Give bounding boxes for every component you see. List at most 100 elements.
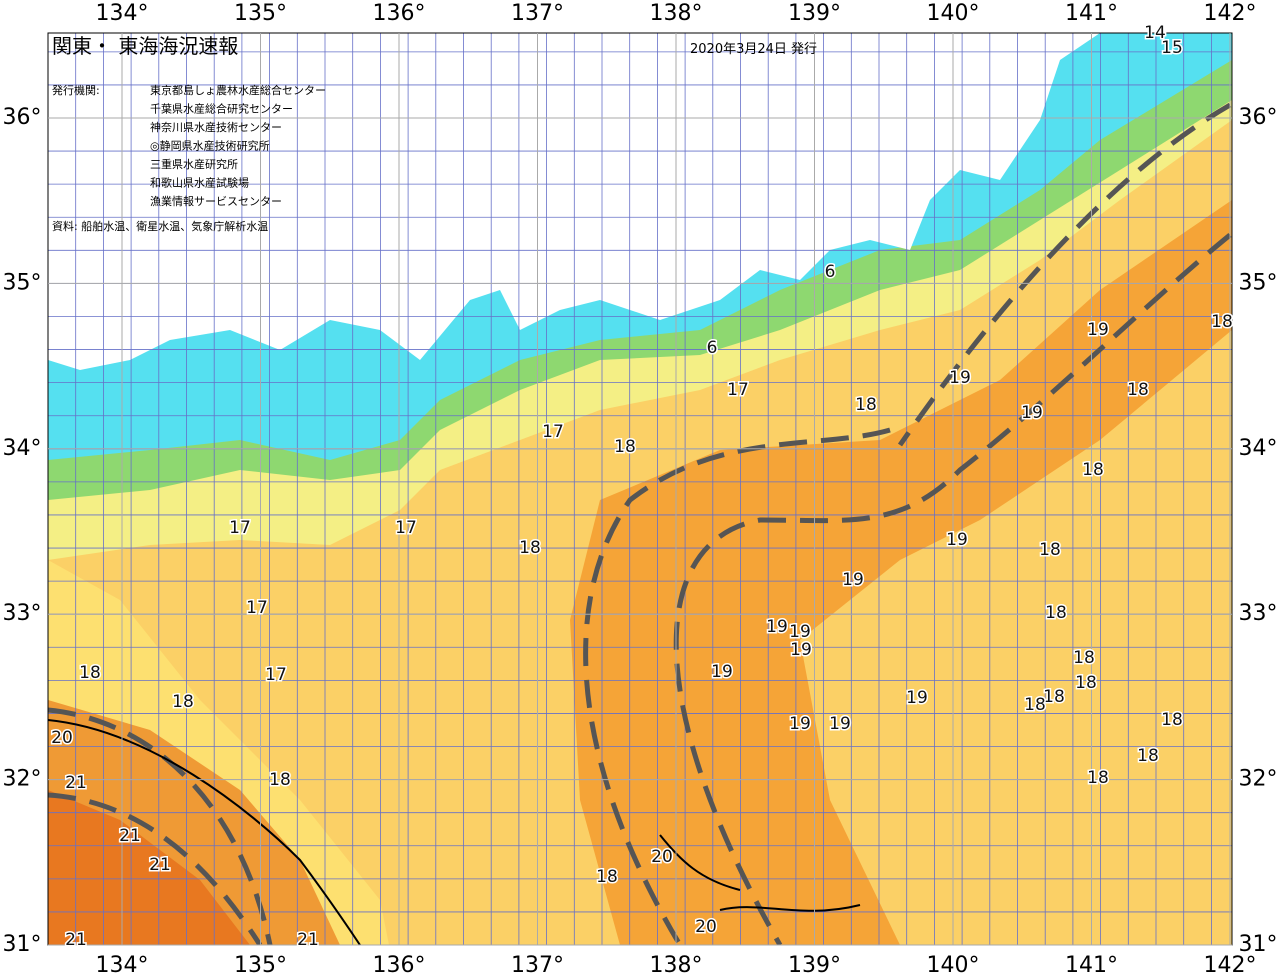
lat-tick-label: 33° <box>1239 601 1278 626</box>
lon-tick-label: 142° <box>1204 1 1257 26</box>
title: 関東・ 東海海況速報 <box>52 34 238 58</box>
contour-label: 18 <box>1161 710 1183 730</box>
contour-label: 15 <box>1161 38 1183 58</box>
lon-tick-label: 141° <box>1065 1 1118 26</box>
lon-tick-label: 135° <box>234 953 287 978</box>
contour-label: 18 <box>1211 312 1233 332</box>
contour-label: 18 <box>596 867 618 887</box>
isotherm-20 <box>48 719 361 945</box>
agency: 漁業情報サービスセンター <box>150 194 282 208</box>
agency: 三重県水産研究所 <box>150 157 238 171</box>
contour-label: 18 <box>1024 695 1046 715</box>
contour-label: 18 <box>855 395 877 415</box>
lon-tick-label: 138° <box>650 1 703 26</box>
contour-label: 19 <box>711 662 733 682</box>
contour-label: 18 <box>1082 460 1104 480</box>
contour-label: 18 <box>1043 687 1065 707</box>
contour-label: 21 <box>65 773 87 793</box>
contour-label: 18 <box>614 437 636 457</box>
lon-tick-label: 136° <box>373 1 426 26</box>
contour-label: 17 <box>542 422 564 442</box>
lon-tick-label: 138° <box>650 953 703 978</box>
agency: 神奈川県水産技術センター <box>150 120 282 134</box>
agencies: 東京都島しょ農林水産総合センター千葉県水産総合研究センター神奈川県水産技術センタ… <box>150 83 326 208</box>
contour-label: 21 <box>65 930 87 950</box>
contour-label: 19 <box>789 714 811 734</box>
agencies-label: 発行機関: <box>52 83 100 97</box>
contour-label: 6 <box>707 338 718 358</box>
lon-tick-label: 134° <box>96 1 149 26</box>
lon-tick-label: 137° <box>511 1 564 26</box>
map-area <box>48 33 1232 945</box>
lon-tick-label: 139° <box>788 1 841 26</box>
contour-label: 20 <box>51 728 73 748</box>
contour-label: 19 <box>829 714 851 734</box>
contour-label: 18 <box>1127 380 1149 400</box>
contour-label: 18 <box>172 692 194 712</box>
isotherm-20 <box>659 834 861 912</box>
contour-label: 18 <box>1087 768 1109 788</box>
lon-tick-label: 140° <box>927 1 980 26</box>
issue-date: 2020年3月24日 発行 <box>690 42 817 57</box>
lon-tick-label: 135° <box>234 1 287 26</box>
lat-tick-label: 36° <box>3 105 42 130</box>
lon-tick-label: 137° <box>511 953 564 978</box>
contour-label: 19 <box>1021 403 1043 423</box>
contour-label: 17 <box>265 665 287 685</box>
contour-label: 19 <box>946 530 968 550</box>
contour-label: 18 <box>1073 648 1095 668</box>
contour-label: 18 <box>1075 673 1097 693</box>
contour-label: 14 <box>1144 23 1166 43</box>
contour-label: 18 <box>1045 603 1067 623</box>
lon-tick-label: 136° <box>373 953 426 978</box>
contour-label: 17 <box>395 518 417 538</box>
lat-tick-label: 31° <box>1239 932 1278 957</box>
hot-zone-sw <box>48 790 250 945</box>
lat-tick-label: 36° <box>1239 105 1278 130</box>
source: 資料: 船舶水温、衛星水温、気象庁解析水温 <box>52 219 268 233</box>
contour-label: 21 <box>119 826 141 846</box>
lat-tick-label: 33° <box>3 601 42 626</box>
contour-label: 18 <box>269 770 291 790</box>
ticks: 134° 134° 135° 135° 136° 136° 137° 137° 138° 138°… <box>3 1 1278 978</box>
contour-label: 19 <box>842 570 864 590</box>
agency: 和歌山県水産試験場 <box>150 176 249 190</box>
lat-tick-label: 32° <box>1239 767 1278 792</box>
contour-label: 21 <box>297 930 319 950</box>
lat-tick-label: 34° <box>1239 436 1278 461</box>
contour-label: 17 <box>246 598 268 618</box>
agency: 千葉県水産総合研究センター <box>150 102 293 116</box>
agency: 東京都島しょ農林水産総合センター <box>150 83 326 97</box>
lat-tick-label: 35° <box>1239 270 1278 295</box>
contour-label: 19 <box>949 368 971 388</box>
lon-tick-label: 139° <box>788 953 841 978</box>
lat-tick-label: 31° <box>3 932 42 957</box>
contour-label: 17 <box>229 518 251 538</box>
lat-tick-label: 32° <box>3 767 42 792</box>
contour-label: 20 <box>651 847 673 867</box>
contour-label: 19 <box>1087 320 1109 340</box>
contour-label: 19 <box>790 640 812 660</box>
contour-label: 19 <box>766 617 788 637</box>
contour-label: 6 <box>825 262 836 282</box>
kuroshio-axis <box>48 102 1232 945</box>
agency: ◎静岡県水産技術研究所 <box>150 139 270 153</box>
lon-tick-label: 134° <box>96 953 149 978</box>
contour-label: 20 <box>695 917 717 937</box>
contour-label: 18 <box>519 538 541 558</box>
contour-label: 18 <box>79 663 101 683</box>
contour-label: 19 <box>789 622 811 642</box>
lat-tick-label: 34° <box>3 436 42 461</box>
kuroshio-zone <box>570 200 1232 945</box>
contour-label: 21 <box>149 855 171 875</box>
contour-label: 18 <box>1039 540 1061 560</box>
contour-label: 17 <box>727 380 749 400</box>
lon-tick-label: 141° <box>1065 953 1118 978</box>
lon-tick-label: 140° <box>927 953 980 978</box>
lon-tick-label: 142° <box>1204 953 1257 978</box>
contour-label: 18 <box>1137 746 1159 766</box>
contour-label: 19 <box>906 688 928 708</box>
lat-tick-label: 35° <box>3 270 42 295</box>
